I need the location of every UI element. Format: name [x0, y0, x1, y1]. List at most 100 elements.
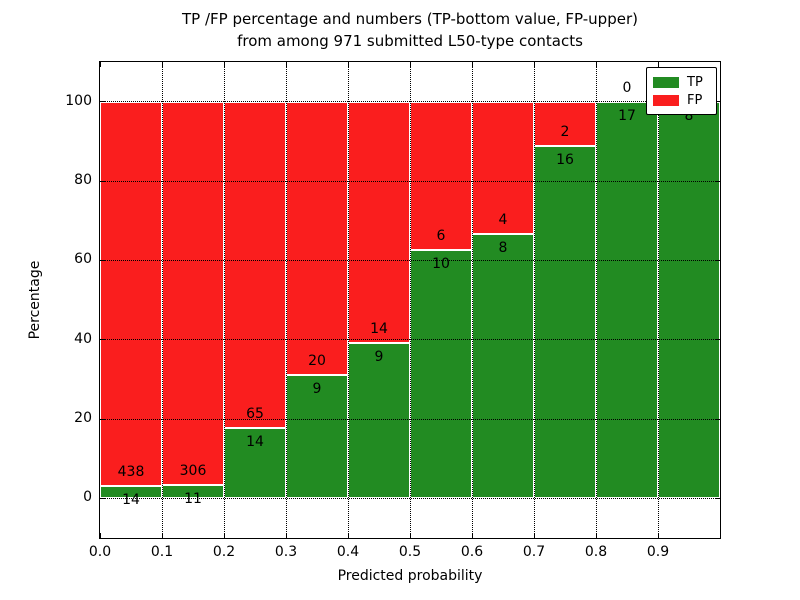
x-tick-mark [595, 533, 597, 538]
x-tick-label: 0.1 [150, 544, 174, 560]
gridline-vertical [285, 62, 287, 538]
x-tick-mark [533, 62, 535, 67]
y-tick-mark [100, 101, 105, 103]
x-tick-mark [595, 62, 597, 67]
y-tick-mark [715, 418, 720, 420]
y-tick-mark [100, 418, 105, 420]
x-tick-mark [533, 533, 535, 538]
x-tick-label: 0.2 [212, 544, 236, 560]
bar-segment-tp [348, 343, 410, 499]
legend-entry-tp: TP [653, 76, 710, 89]
x-tick-mark [223, 62, 225, 67]
bar-segment-fp [162, 101, 224, 485]
bar-label-fp: 14 [370, 321, 388, 338]
y-tick-mark [715, 180, 720, 182]
gridline-vertical [471, 62, 473, 538]
bar-label-tp: 17 [618, 107, 636, 124]
y-tick-label: 40 [74, 330, 92, 347]
y-tick-label: 20 [74, 410, 92, 426]
bar-segment-fp [534, 101, 596, 146]
gridline-vertical [657, 62, 659, 538]
gridline-vertical [223, 62, 225, 538]
bar-label-fp: 4 [498, 211, 508, 228]
x-tick-mark [471, 533, 473, 538]
tp-color-swatch-icon [653, 76, 679, 88]
x-tick-mark [285, 533, 287, 538]
bar-segment-fp [472, 101, 534, 234]
bar-label-fp: 20 [308, 353, 326, 370]
x-tick-mark [657, 62, 659, 67]
x-tick-mark [99, 62, 101, 67]
x-tick-mark [409, 62, 411, 67]
x-tick-mark [285, 62, 287, 67]
y-tick-label: 100 [65, 92, 92, 109]
gridline-vertical [409, 62, 411, 538]
y-tick-mark [715, 339, 720, 341]
chart-title-line1: TP /FP percentage and numbers (TP-bottom… [182, 10, 638, 28]
y-tick-mark [100, 180, 105, 182]
x-tick-mark [161, 62, 163, 67]
x-tick-mark [657, 533, 659, 538]
y-tick-label: 60 [74, 251, 92, 268]
bar-label-fp: 2 [560, 123, 570, 140]
bar-segment-fp [224, 101, 286, 429]
bar-segment-fp [100, 101, 162, 487]
gridline-vertical [161, 62, 163, 538]
bar-label-tp: 9 [312, 381, 322, 398]
x-tick-mark [409, 533, 411, 538]
gridline-vertical [595, 62, 597, 538]
x-axis-label: Predicted probability [337, 568, 483, 584]
x-tick-mark [99, 533, 101, 538]
legend: TP FP [646, 67, 717, 115]
bar-segment-tp [472, 233, 534, 499]
gridline-vertical [347, 62, 349, 538]
bar-label-fp: 306 [179, 462, 207, 479]
bar-label-fp: 0 [622, 79, 632, 96]
bar-label-tp: 10 [432, 256, 450, 273]
bar-segment-tp [224, 428, 286, 499]
plot-area: 438143061165142091496104821601708 [99, 61, 721, 539]
x-tick-mark [471, 62, 473, 67]
y-tick-mark [100, 259, 105, 261]
y-tick-label: 0 [83, 489, 92, 506]
bar-segment-tp [596, 101, 658, 499]
y-tick-label: 80 [74, 172, 92, 188]
legend-label-fp: FP [687, 92, 703, 108]
fp-color-swatch-icon [653, 94, 679, 106]
x-tick-label: 0.8 [584, 544, 608, 560]
y-tick-mark [100, 339, 105, 341]
bar-segment-tp [534, 145, 596, 499]
legend-entry-fp: FP [653, 94, 710, 107]
x-tick-mark [347, 62, 349, 67]
bar-segment-fp [348, 101, 410, 344]
x-tick-label: 0.4 [336, 544, 360, 560]
bar-label-fp: 65 [246, 406, 264, 423]
chart-title: TP /FP percentage and numbers (TP-bottom… [10, 8, 800, 52]
x-tick-mark [347, 533, 349, 538]
bar-label-tp: 14 [122, 492, 140, 509]
bar-segment-tp [410, 250, 472, 499]
bar-label-fp: 438 [117, 464, 145, 481]
x-tick-mark [223, 533, 225, 538]
legend-label-tp: TP [687, 74, 703, 90]
bar-label-tp: 16 [556, 151, 574, 168]
bar-label-tp: 8 [684, 107, 694, 124]
bar-label-fp: 6 [436, 228, 446, 245]
x-tick-label: 0.5 [398, 544, 422, 560]
y-tick-mark [715, 101, 720, 103]
x-tick-mark [161, 533, 163, 538]
bar-segment-fp [286, 101, 348, 376]
x-tick-label: 0.0 [88, 544, 112, 560]
y-tick-mark [715, 259, 720, 261]
y-tick-mark [715, 497, 720, 499]
x-tick-label: 0.9 [646, 544, 670, 560]
y-axis-label: Percentage [27, 260, 43, 340]
bar-label-tp: 9 [374, 349, 384, 366]
bar-segment-tp [658, 101, 720, 499]
bar-label-tp: 11 [184, 490, 202, 507]
bar-label-tp: 8 [498, 239, 508, 256]
x-tick-label: 0.3 [274, 544, 298, 560]
bar-label-tp: 14 [246, 434, 264, 451]
chart-title-line2: from among 971 submitted L50-type contac… [237, 32, 583, 50]
